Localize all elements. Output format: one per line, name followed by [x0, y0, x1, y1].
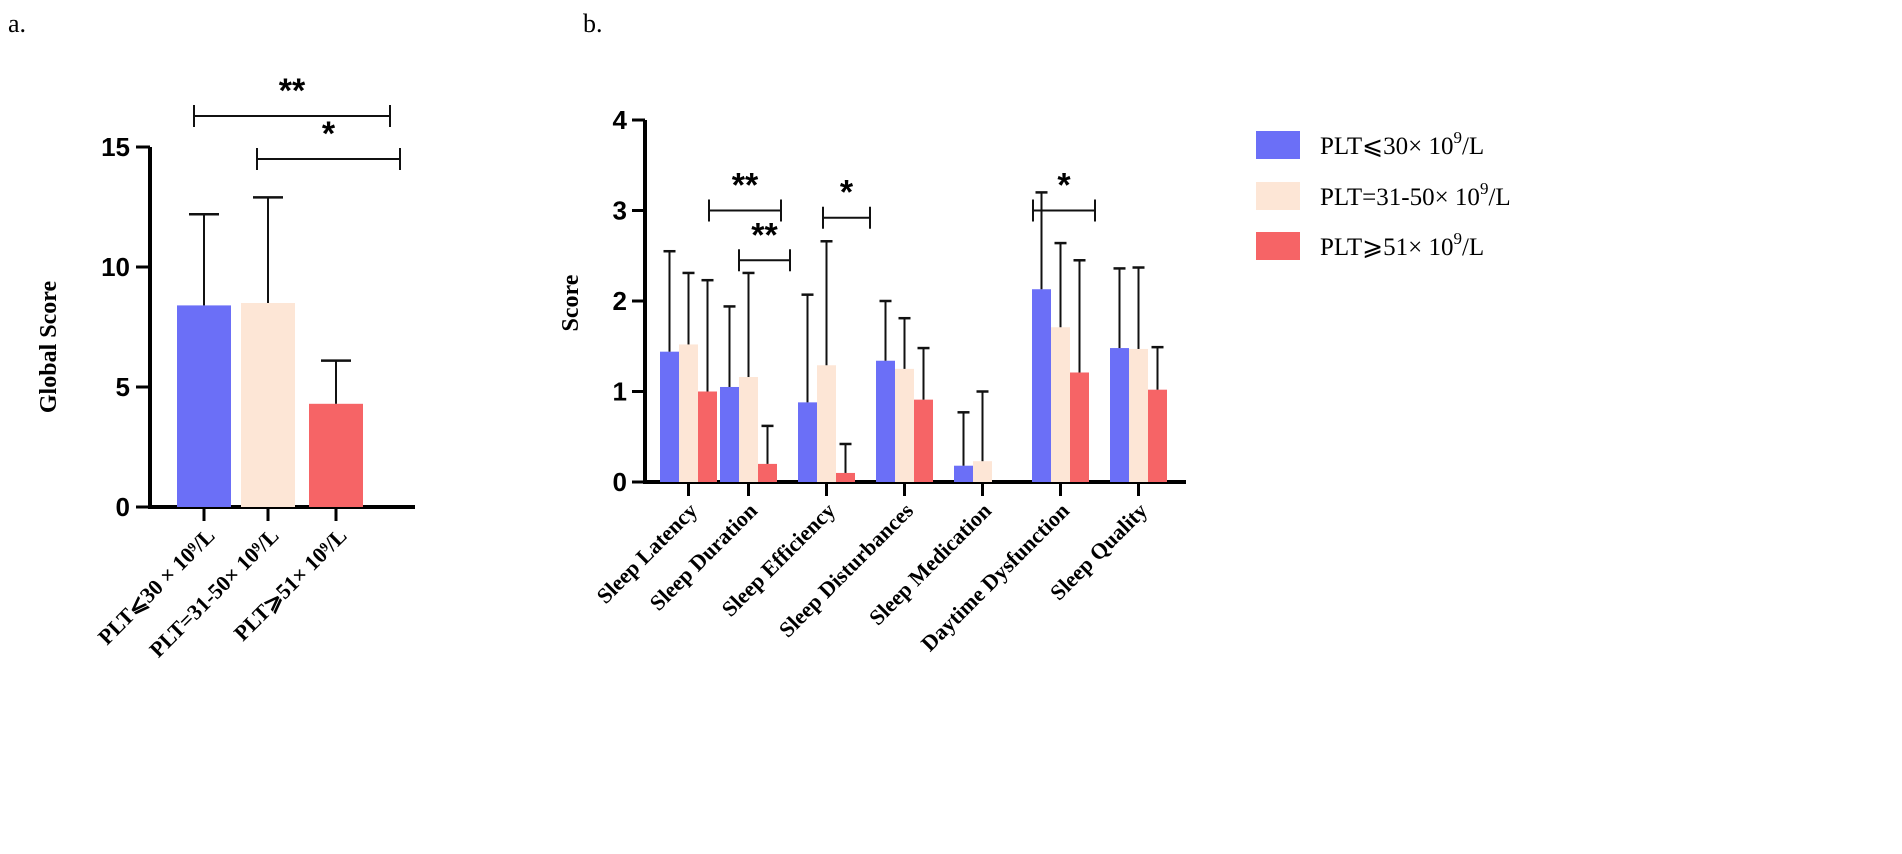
- y-tick-label: 15: [101, 132, 130, 162]
- bar: [1110, 348, 1129, 482]
- bar: [660, 351, 679, 482]
- y-tick-label: 2: [613, 286, 627, 316]
- legend-label: PLT⩾51× 109/L: [1320, 229, 1484, 261]
- bar: [720, 386, 739, 482]
- significance-bracket-label: *: [1057, 167, 1071, 205]
- bar: [1032, 289, 1051, 482]
- bar: [1070, 372, 1089, 482]
- y-tick-label: 3: [613, 196, 627, 226]
- legend-label-unit: /L: [1462, 133, 1484, 160]
- x-tick-label: Daytime Dysfunction: [916, 498, 1074, 656]
- y-tick-label: 0: [613, 467, 627, 497]
- bar: [698, 391, 717, 482]
- bar: [973, 461, 992, 482]
- bar: [1129, 348, 1148, 482]
- legend-label-superscript: 9: [1453, 229, 1462, 248]
- bar: [876, 360, 895, 482]
- significance-bracket-label: **: [279, 72, 306, 110]
- bar: [1051, 327, 1070, 482]
- legend-label-unit: /L: [1488, 184, 1510, 211]
- significance-bracket-label: *: [840, 174, 854, 212]
- significance-bracket-label: **: [751, 216, 778, 254]
- legend-swatch: [1256, 182, 1300, 210]
- bar: [895, 368, 914, 482]
- bar: [241, 303, 295, 507]
- bar: [798, 402, 817, 482]
- y-axis-label: Score: [558, 274, 584, 331]
- legend-label-superscript: 9: [1453, 128, 1462, 147]
- x-tick-label: Sleep Disturbances: [774, 498, 919, 643]
- legend-swatch: [1256, 232, 1300, 260]
- bar: [817, 365, 836, 482]
- y-tick-label: 5: [116, 372, 130, 402]
- bar: [954, 465, 973, 482]
- legend-label-text: PLT=31-50× 10: [1320, 184, 1480, 211]
- panel-b-label: b.: [583, 9, 603, 38]
- bar: [758, 463, 777, 482]
- bar: [177, 305, 231, 507]
- legend-label-text: PLT⩾51× 10: [1320, 234, 1453, 261]
- bar: [836, 472, 855, 482]
- bar: [739, 377, 758, 482]
- y-axis-label: Global Score: [36, 281, 62, 414]
- y-tick-label: 10: [101, 252, 130, 282]
- x-tick-label: PLT⩽30 × 10⁹/L: [93, 523, 220, 650]
- legend-label-text: PLT⩽30× 10: [1320, 133, 1453, 160]
- y-tick-label: 4: [613, 105, 628, 135]
- significance-bracket-label: **: [732, 167, 759, 205]
- bar: [914, 399, 933, 482]
- bar: [309, 403, 363, 507]
- y-tick-label: 1: [613, 377, 627, 407]
- legend-label-unit: /L: [1462, 234, 1484, 261]
- bar: [1148, 389, 1167, 482]
- legend-swatch: [1256, 131, 1300, 159]
- legend-label: PLT⩽30× 109/L: [1320, 128, 1484, 160]
- bar: [679, 344, 698, 482]
- significance-bracket-label: *: [322, 115, 336, 153]
- panel-a-label: a.: [8, 9, 26, 38]
- legend-label-superscript: 9: [1480, 179, 1489, 198]
- y-tick-label: 0: [116, 492, 130, 522]
- legend-label: PLT=31-50× 109/L: [1320, 179, 1511, 211]
